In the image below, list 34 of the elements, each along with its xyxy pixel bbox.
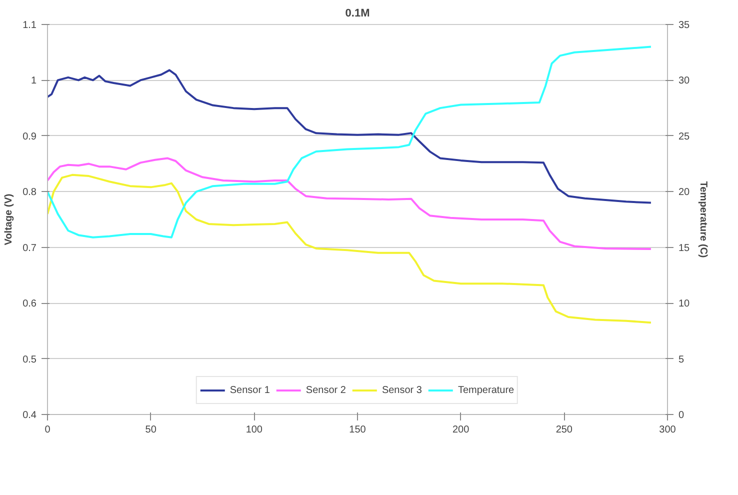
line-series [48,174,652,324]
x-tick-label: 200 [452,424,470,436]
line-series [48,69,652,204]
legend-label: Sensor 1 [230,384,270,396]
x-tick-label: 300 [659,424,676,436]
y2-axis-title: Temperature (C) [698,181,709,258]
y2-tick-label: 15 [678,242,690,254]
legend-label: Temperature [458,384,514,396]
y-tick-label: 0.7 [22,242,37,254]
y2-tick-label: 0 [678,410,684,421]
x-tick-label: 250 [556,424,573,436]
y-tick-label: 1.1 [22,20,37,31]
legend-label: Sensor 2 [306,384,346,396]
y-axis-title: Voltage (V) [4,194,15,246]
y-tick-label: 0.8 [22,187,37,198]
y2-tick-label: 35 [678,20,690,31]
y-tick-label: 0.6 [22,298,37,310]
x-tick-label: 100 [246,424,263,436]
line-series [48,157,652,250]
y2-tick-label: 10 [678,298,690,310]
y2-tick-label: 25 [678,131,690,142]
legend-label: Sensor 3 [382,384,422,396]
y2-tick-label: 20 [678,187,690,198]
y-tick-label: 0.5 [22,354,37,366]
chart-title: 0.1M [345,8,370,20]
y2-tick-label: 5 [678,354,684,366]
line-series [48,46,652,238]
y-tick-label: 0.9 [22,131,37,142]
y-tick-label: 1 [30,76,37,87]
y-tick-label: 0.4 [22,410,37,421]
x-tick-label: 150 [349,424,366,436]
x-tick-label: 50 [145,424,157,436]
x-tick-label: 0 [44,424,51,436]
y2-tick-label: 30 [678,76,690,87]
